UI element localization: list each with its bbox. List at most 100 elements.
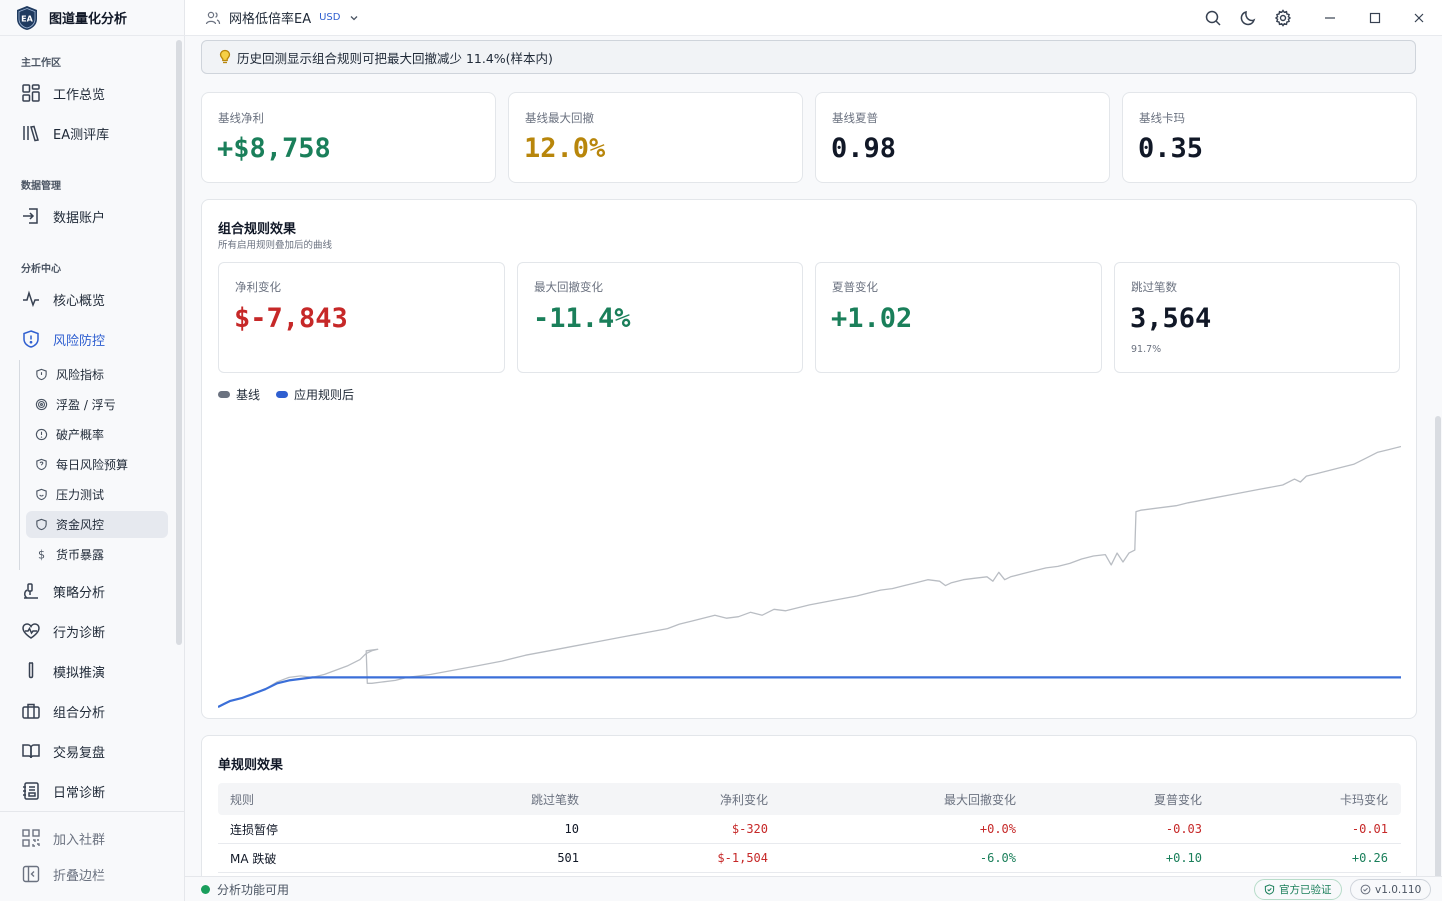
cell-calmar: -0.01 [1351,822,1388,836]
cell-rule: 连损暂停 [230,822,279,837]
shield-icon [36,518,47,531]
nav-portfolio[interactable]: 组合分析 [10,693,170,729]
nav-core-overview[interactable]: 核心概览 [10,281,170,317]
table-header: 规则 跳过笔数 净利变化 最大回撤变化 夏普变化 卡玛变化 [218,783,1401,815]
cell-skipped: 10 [564,822,579,836]
logo-text: EA [21,14,33,23]
briefcase-icon [22,703,40,719]
nav-daily-diag[interactable]: 日常诊断 [10,773,170,809]
settings-gear-icon[interactable] [1274,9,1292,27]
shield-check-icon [1264,884,1275,895]
combined-rules-panel: 组合规则效果 所有启用规则叠加后的曲线 净利变化 $-7,843 最大回撤变化 … [201,199,1417,719]
panel-left-icon [22,865,40,883]
sub-risk-metrics[interactable]: 风险指标 [26,361,168,388]
cell-sharpe: -0.03 [1165,822,1202,836]
legend-label: 基线 [236,388,261,402]
search-icon[interactable] [1204,9,1222,27]
app-name: 图道量化分析 [49,12,128,27]
nav-data-account[interactable]: 数据账户 [10,198,170,234]
maximize-icon[interactable] [1366,9,1384,27]
cell-net: $-320 [731,822,768,836]
metric-note: 91.7% [1131,344,1162,355]
status-text: 分析功能可用 [217,882,290,897]
status-indicator: 分析功能可用 [201,881,289,898]
nav-label: 数据账户 [53,210,106,226]
section-analysis: 分析中心 [21,264,61,275]
stat-label: 基线净利 [218,111,264,125]
legend-item-applied[interactable]: 应用规则后 [276,386,354,403]
lightbulb-icon [219,49,231,64]
target-icon [35,398,48,411]
col-rule[interactable]: 规则 [230,792,255,807]
nav-ea-library[interactable]: EA测评库 [10,115,170,151]
cell-rule: MA 跌破 [230,851,277,866]
users-icon [205,11,221,24]
sub-floating-pnl[interactable]: 浮盈 / 浮亏 [26,391,168,418]
main-scrollbar[interactable] [1435,416,1441,876]
metric-label: 净利变化 [235,280,281,294]
col-sharpe-change[interactable]: 夏普变化 [1153,792,1202,807]
metric-value: +1.02 [831,303,913,334]
app-logo-icon: EA [17,5,37,30]
stat-value: 0.98 [831,133,897,164]
metric-label: 最大回撤变化 [534,280,603,294]
stat-card-net-profit: 基线净利 +$8,758 [201,92,496,183]
panel-title: 单规则效果 [218,758,284,773]
library-icon [23,125,39,142]
brand[interactable]: EA 图道量化分析 [0,0,185,36]
cell-dd: -6.0% [979,851,1016,865]
sub-label: 压力测试 [56,488,105,502]
shield-alert-icon [23,330,39,348]
sidebar: EA 图道量化分析 主工作区 工作总览 EA测评库 数据管理 数据账户 分析中心… [0,0,185,901]
sub-stress-test[interactable]: 压力测试 [26,481,168,508]
nav-behavior[interactable]: 行为诊断 [10,613,170,649]
sub-daily-risk-budget[interactable]: 每日风险预算 [26,451,168,478]
equity-curve-chart[interactable] [218,406,1401,712]
table-row[interactable]: 连损暂停 10 $-320 +0.0% -0.03 -0.01 [218,815,1401,844]
metric-value: $-7,843 [234,303,348,334]
series-line-baseline[interactable] [218,445,1401,708]
col-calmar-change[interactable]: 卡玛变化 [1339,792,1388,807]
stat-label: 基线卡玛 [1139,111,1185,125]
cell-skipped: 501 [557,851,579,865]
collapse-sidebar-button[interactable]: 折叠边栏 [10,856,170,892]
table-row[interactable]: MA 跌破 501 $-1,504 -6.0% +0.10 +0.26 [218,844,1401,873]
nav-label: 加入社群 [53,832,106,848]
microscope-icon [24,583,38,599]
nav-risk-control[interactable]: 风险防控 [10,321,170,357]
account-selector[interactable]: 网格低倍率EA USD [205,8,359,27]
col-dd-change[interactable]: 最大回撤变化 [943,792,1016,807]
close-icon[interactable] [1410,9,1428,27]
shield-smile-icon [36,488,47,501]
sub-ruin-probability[interactable]: 破产概率 [26,421,168,448]
version-badge[interactable]: v1.0.110 [1350,879,1432,900]
cell-sharpe: +0.10 [1165,851,1202,865]
moon-icon[interactable] [1239,9,1257,27]
section-workspace: 主工作区 [21,58,61,69]
metric-skipped-trades: 跳过笔数 3,564 91.7% [1114,262,1400,373]
single-rules-panel: 单规则效果 规则 跳过笔数 净利变化 最大回撤变化 夏普变化 卡玛变化 连损暂停… [201,735,1417,876]
col-net-change[interactable]: 净利变化 [719,792,768,807]
nav-community[interactable]: 加入社群 [10,820,170,856]
series-line-applied[interactable] [218,676,1401,708]
nav-label: 策略分析 [53,585,106,601]
metric-label: 跳过笔数 [1131,280,1177,294]
sub-currency-exposure[interactable]: $ 货币暴露 [26,541,168,568]
legend-item-baseline[interactable]: 基线 [218,386,260,403]
stat-label: 基线夏普 [832,111,878,125]
nav-label: 组合分析 [53,705,106,721]
col-skipped[interactable]: 跳过笔数 [530,792,579,807]
sidebar-scrollbar[interactable] [176,40,182,645]
nav-overview[interactable]: 工作总览 [10,75,170,111]
nav-simulation[interactable]: 模拟推演 [10,653,170,689]
nav-label: 工作总览 [53,87,106,103]
sub-label: 资金风控 [56,518,105,532]
nav-strategy[interactable]: 策略分析 [10,573,170,609]
verified-badge[interactable]: 官方已验证 [1254,879,1342,900]
nav-trade-review[interactable]: 交易复盘 [10,733,170,769]
sub-fund-risk[interactable]: 资金风控 [26,511,168,538]
minimize-icon[interactable] [1321,9,1339,27]
alert-circle-icon [35,428,48,441]
metric-value: -11.4% [533,303,631,334]
